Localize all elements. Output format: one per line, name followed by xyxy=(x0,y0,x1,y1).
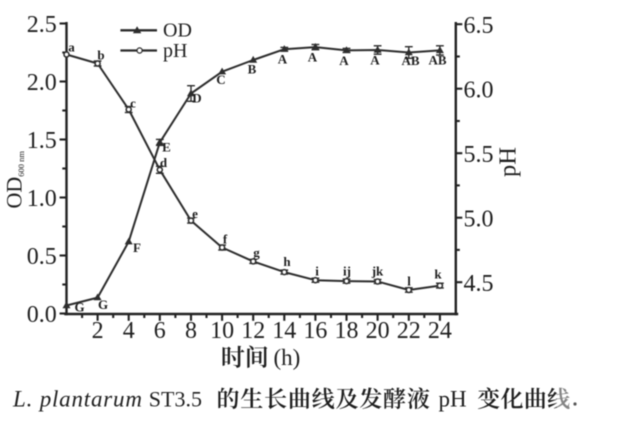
svg-text:2.0: 2.0 xyxy=(27,70,57,96)
svg-text:22: 22 xyxy=(397,318,421,344)
svg-text:1.5: 1.5 xyxy=(27,128,57,154)
svg-text:b: b xyxy=(97,48,104,63)
svg-text:18: 18 xyxy=(335,318,359,344)
svg-text:6.5: 6.5 xyxy=(464,13,494,39)
svg-text:5.5: 5.5 xyxy=(464,142,494,168)
svg-text:2: 2 xyxy=(92,318,104,344)
svg-text:F: F xyxy=(133,240,141,255)
svg-text:4.5: 4.5 xyxy=(464,271,494,297)
svg-text:0.0: 0.0 xyxy=(27,302,57,328)
svg-text:pH: pH xyxy=(163,40,187,62)
svg-text:pH: pH xyxy=(439,387,467,412)
svg-text:16: 16 xyxy=(303,318,327,344)
svg-text:h: h xyxy=(283,254,291,269)
svg-text:10: 10 xyxy=(210,318,234,344)
svg-text:24: 24 xyxy=(428,318,452,344)
svg-text:l: l xyxy=(407,274,411,289)
svg-text:A: A xyxy=(278,52,288,67)
svg-text:B: B xyxy=(248,62,257,77)
svg-text:14: 14 xyxy=(272,318,296,344)
svg-text:c: c xyxy=(130,96,136,111)
svg-text:E: E xyxy=(162,140,171,155)
svg-text:g: g xyxy=(253,245,260,260)
svg-text:L. plantarum: L. plantarum xyxy=(12,387,143,412)
svg-text:pH: pH xyxy=(495,147,522,177)
svg-text:f: f xyxy=(223,232,228,247)
svg-text:(h): (h) xyxy=(274,345,301,370)
svg-text:8: 8 xyxy=(185,318,197,344)
svg-text:G: G xyxy=(74,300,84,315)
svg-text:i: i xyxy=(315,264,319,279)
svg-text:jk: jk xyxy=(371,264,384,279)
svg-text:A: A xyxy=(339,53,349,68)
svg-text:C: C xyxy=(216,72,225,87)
svg-text:d: d xyxy=(160,155,168,170)
svg-text:20: 20 xyxy=(366,318,390,344)
svg-text:0.5: 0.5 xyxy=(27,244,57,270)
svg-text:5.0: 5.0 xyxy=(464,206,494,232)
svg-text:AB: AB xyxy=(428,53,446,68)
svg-text:6.0: 6.0 xyxy=(464,77,494,103)
svg-text:12: 12 xyxy=(241,318,265,344)
svg-text:a: a xyxy=(68,40,75,55)
svg-text:AB: AB xyxy=(401,53,419,68)
svg-text:6: 6 xyxy=(154,318,166,344)
svg-text:G: G xyxy=(98,297,108,312)
svg-text:A: A xyxy=(370,53,380,68)
svg-text:OD: OD xyxy=(163,20,192,42)
svg-text:D: D xyxy=(192,91,201,106)
svg-text:4: 4 xyxy=(123,318,135,344)
svg-text:ST3.5: ST3.5 xyxy=(149,387,202,412)
svg-text:1.0: 1.0 xyxy=(27,186,57,212)
svg-text:2.5: 2.5 xyxy=(27,12,57,38)
svg-text:k: k xyxy=(434,267,442,282)
svg-text:e: e xyxy=(192,206,198,221)
svg-text:A: A xyxy=(308,50,318,65)
svg-text:ij: ij xyxy=(343,264,351,279)
